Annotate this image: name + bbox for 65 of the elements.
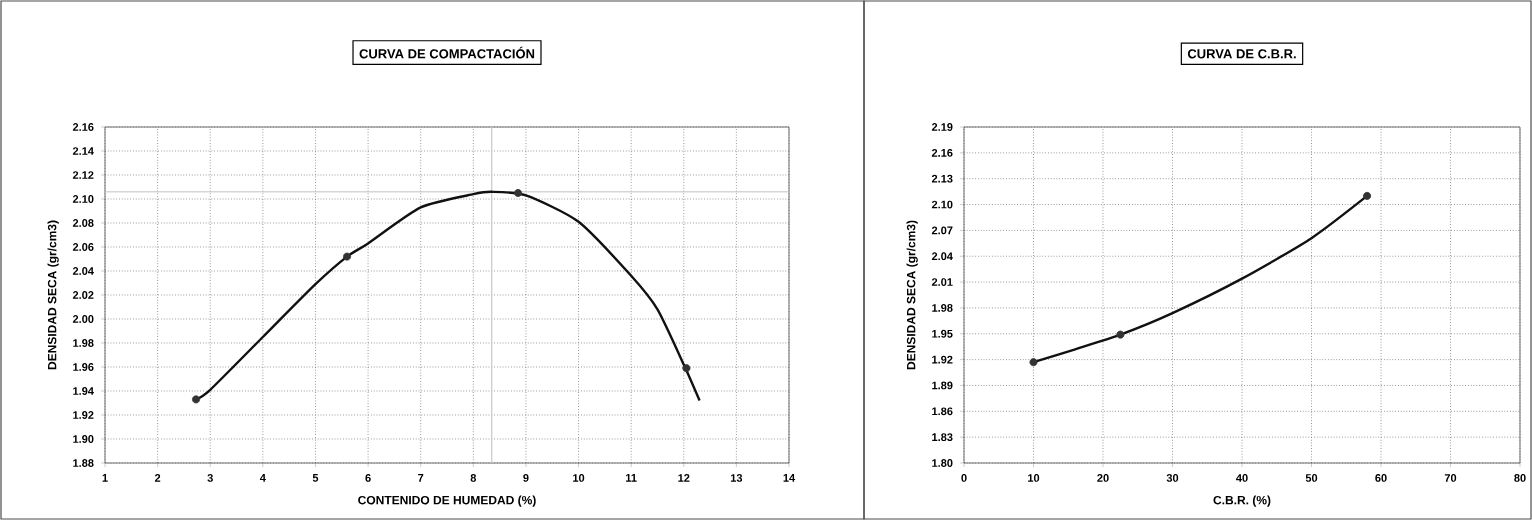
y-tick-label: 2.01: [931, 278, 953, 286]
x-tick-label: 5: [312, 474, 319, 482]
y-tick-label: 2.16: [72, 123, 94, 131]
y-tick-label: 2.12: [72, 171, 94, 179]
y-tick-label: 2.02: [72, 291, 94, 299]
y-tick-label: 1.80: [932, 459, 953, 467]
y-tick-label: 1.95: [932, 329, 953, 338]
point: [1363, 191, 1372, 200]
y-tick-label: 1.94: [73, 387, 94, 395]
x-tick-label: 6: [365, 474, 371, 482]
chart-title: CURVA DE COMPACTACIÓN: [359, 46, 535, 59]
x-tick-label: 8: [470, 474, 477, 482]
y-axis-title: DENSIDAD SECA (gr/cm3): [906, 220, 918, 370]
y-tick-label: 2.14: [72, 147, 94, 155]
y-axis-title: DENSIDAD SECA (gr/cm3): [47, 220, 59, 370]
y-tick-label: 1.83: [932, 433, 953, 442]
x-tick-label: 12: [678, 474, 690, 482]
x-tick-label: 11: [626, 474, 637, 482]
y-tick-label: 1.86: [932, 407, 953, 416]
y-tick-label: 2.04: [931, 252, 953, 261]
y-tick-label: 2.08: [72, 219, 94, 227]
point: [192, 395, 201, 404]
point: [1116, 330, 1125, 339]
point: [682, 364, 691, 373]
x-tick-label: 7: [418, 474, 424, 482]
point: [343, 252, 352, 261]
y-tick-label: 2.16: [931, 148, 953, 157]
x-tick-label: 80: [1514, 474, 1526, 482]
x-tick-label: 9: [523, 474, 529, 482]
x-tick-label: 50: [1305, 474, 1318, 482]
y-tick-label: 2.10: [931, 200, 953, 209]
y-tick-label: 1.89: [932, 381, 953, 390]
x-tick-label: 13: [730, 474, 743, 482]
y-tick-label: 1.88: [73, 459, 94, 467]
x-tick-label: 60: [1375, 474, 1387, 482]
x-tick-label: 70: [1444, 474, 1457, 482]
y-tick-label: 1.96: [73, 363, 94, 371]
x-tick-label: 1: [102, 474, 108, 482]
x-tick-label: 40: [1236, 474, 1248, 482]
point: [514, 189, 523, 197]
y-tick-label: 2.06: [72, 243, 94, 251]
y-tick-label: 2.07: [931, 226, 953, 235]
point: [1029, 358, 1038, 367]
y-tick-label: 2.13: [931, 174, 953, 183]
chart-title: CURVA DE C.B.R.: [1187, 49, 1296, 59]
x-tick-label: 2: [154, 474, 161, 482]
x-tick-label: 3: [207, 474, 213, 482]
x-tick-label: 0: [961, 474, 967, 482]
y-tick-label: 2.00: [72, 315, 94, 323]
y-tick-label: 1.98: [932, 304, 953, 312]
x-tick-label: 10: [573, 474, 585, 482]
x-axis-title: CONTENIDO DE HUMEDAD (%): [358, 495, 536, 507]
y-tick-label: 1.98: [73, 339, 94, 347]
y-tick-label: 1.92: [73, 411, 94, 419]
y-tick-label: 1.92: [932, 355, 953, 364]
y-tick-label: 1.90: [73, 435, 94, 443]
x-tick-label: 4: [259, 474, 266, 482]
x-tick-label: 30: [1166, 474, 1179, 482]
x-axis-title: C.B.R. (%): [1213, 495, 1271, 507]
y-tick-label: 2.10: [72, 195, 94, 203]
y-tick-label: 2.04: [72, 267, 94, 275]
x-tick-label: 14: [783, 474, 796, 482]
y-tick-label: 2.19: [931, 123, 953, 131]
x-tick-label: 10: [1028, 474, 1040, 482]
x-tick-label: 20: [1097, 474, 1109, 482]
